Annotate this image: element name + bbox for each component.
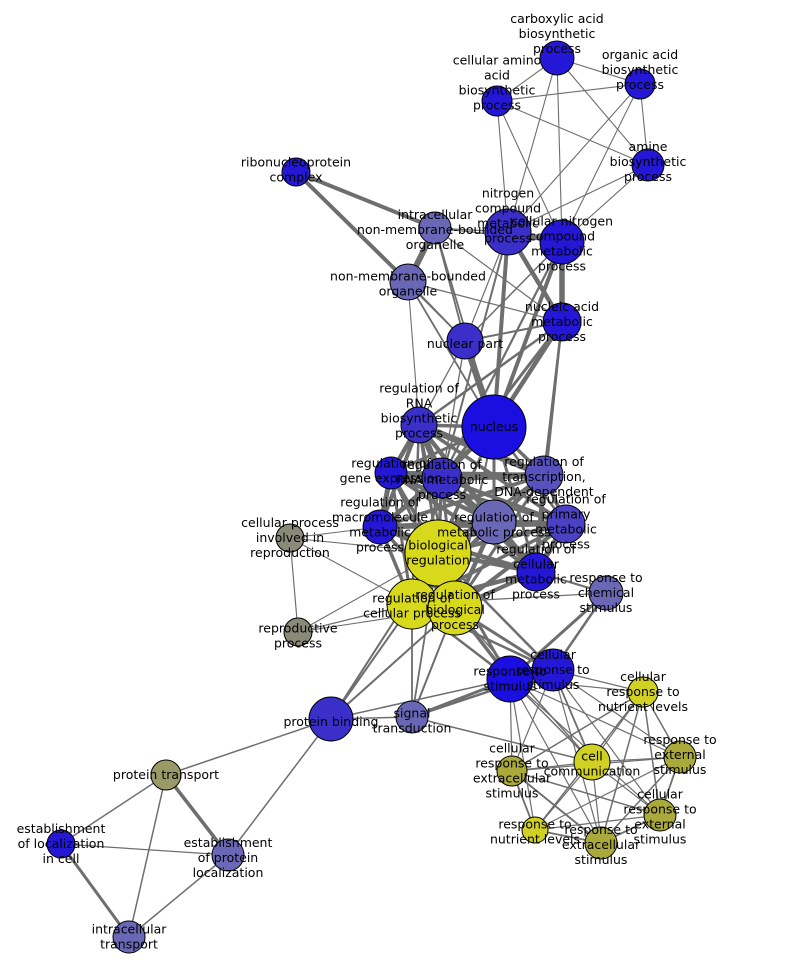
graph-edge: [164, 773, 230, 857]
graph-node[interactable]: [584, 826, 618, 860]
graph-node[interactable]: [46, 829, 76, 859]
graph-node[interactable]: [486, 655, 534, 703]
graph-node[interactable]: [484, 208, 532, 256]
graph-node[interactable]: [446, 322, 484, 360]
graph-node[interactable]: [573, 743, 611, 781]
graph-edge: [330, 607, 456, 720]
graph-edge: [534, 756, 681, 831]
graph-edge: [600, 691, 644, 844]
graph-edge: [417, 320, 564, 427]
graph-edge: [388, 470, 547, 478]
graph-edge: [441, 340, 466, 479]
graph-node[interactable]: [395, 700, 429, 734]
graph-node[interactable]: [389, 263, 427, 301]
graph-edge: [534, 814, 661, 831]
graph-edge: [378, 473, 546, 529]
graph-edge: [389, 471, 568, 526]
graph-node[interactable]: [421, 457, 463, 499]
graph-node[interactable]: [481, 85, 513, 117]
graph-node[interactable]: [281, 157, 311, 187]
graph-node[interactable]: [524, 455, 564, 495]
graph-node[interactable]: [427, 580, 483, 636]
graph-node[interactable]: [496, 755, 528, 787]
graph-node[interactable]: [308, 696, 354, 742]
graph-node[interactable]: [418, 211, 452, 245]
graph-edge: [59, 842, 131, 939]
graph-edge: [496, 100, 563, 243]
graph-edge: [60, 774, 167, 845]
graph-node[interactable]: [516, 552, 556, 592]
graph-node[interactable]: [150, 759, 182, 791]
graph-edge: [407, 281, 420, 426]
graph-node[interactable]: [627, 676, 659, 708]
graph-edge: [507, 164, 649, 233]
graph-node[interactable]: [211, 838, 245, 872]
nodes-layer[interactable]: [46, 40, 697, 954]
graph-node[interactable]: [663, 740, 697, 774]
graph-edge: [128, 854, 229, 938]
graph-node[interactable]: [546, 504, 586, 544]
graph-edge: [227, 718, 332, 856]
graph-node[interactable]: [362, 509, 398, 545]
graph-node[interactable]: [400, 406, 438, 444]
graph-node[interactable]: [631, 148, 665, 182]
graph-edge: [552, 669, 681, 758]
graph-edge: [464, 241, 563, 342]
graph-node[interactable]: [275, 523, 305, 553]
graph-node[interactable]: [521, 816, 549, 844]
graph-node[interactable]: [374, 456, 408, 490]
graph-node[interactable]: [531, 648, 575, 692]
graph-node[interactable]: [539, 219, 585, 265]
graph-node[interactable]: [643, 798, 677, 832]
graph-node[interactable]: [461, 394, 527, 460]
graph-node[interactable]: [624, 68, 656, 100]
graph-node[interactable]: [588, 575, 624, 611]
graph-node[interactable]: [112, 920, 146, 954]
graph-edge: [556, 57, 649, 166]
graph-edge: [294, 170, 437, 230]
graph-edge: [165, 718, 332, 776]
graph-node[interactable]: [283, 617, 313, 647]
graph-node[interactable]: [539, 40, 575, 76]
graph-edge: [509, 678, 681, 758]
graph-edge: [434, 227, 563, 323]
graph-edge: [642, 691, 661, 816]
graph-edge: [507, 83, 641, 233]
graph-edge: [511, 770, 602, 844]
edges-layer: [59, 57, 681, 939]
graph-edge: [440, 240, 564, 480]
graph-edge: [128, 774, 167, 938]
graph-edge: [492, 230, 510, 429]
graph-edge: [407, 281, 563, 323]
graph-edge: [411, 716, 593, 763]
graph-edge: [289, 537, 299, 633]
labels-layer: carboxylic acid biosynthetic process organi…: [17, 11, 717, 952]
graph-node[interactable]: [471, 499, 517, 545]
graph-node[interactable]: [542, 302, 582, 342]
graph-edge: [330, 678, 511, 720]
graph-edge: [509, 678, 602, 844]
graph-edge: [511, 691, 644, 772]
graph-node[interactable]: [404, 519, 472, 587]
graph-edge: [561, 83, 641, 243]
graph-edge: [509, 678, 536, 831]
graph-edge: [60, 843, 229, 856]
graph-edge: [511, 770, 661, 816]
graph-edge: [556, 57, 563, 243]
graph-edge: [496, 83, 641, 102]
graph-edge: [496, 100, 649, 166]
graph-edge: [507, 57, 558, 233]
